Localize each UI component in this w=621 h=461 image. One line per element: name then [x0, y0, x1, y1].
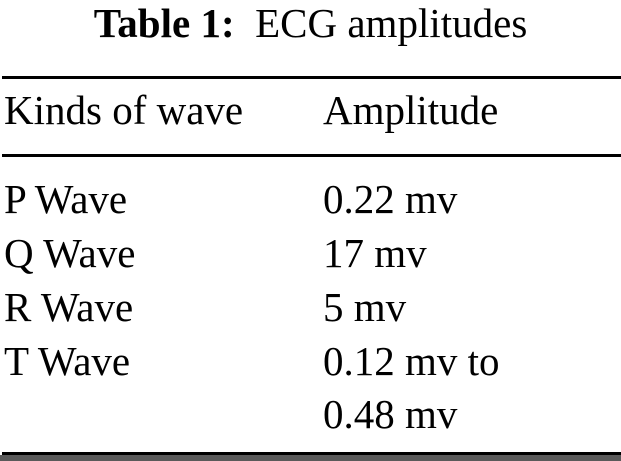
caption-label: Table 1:	[93, 0, 235, 46]
wave-name: Q Wave	[4, 230, 136, 276]
caption-text: ECG amplitudes	[255, 0, 528, 46]
wave-amplitude-continued: 0.48 mv	[323, 391, 458, 437]
table-top-rule	[2, 76, 621, 79]
table-bottom-rule	[2, 452, 621, 455]
wave-name: T Wave	[4, 338, 131, 384]
table-caption: Table 1: ECG amplitudes	[0, 0, 621, 50]
header-kinds-of-wave: Kinds of wave	[4, 87, 244, 133]
wave-amplitude: 17 mv	[323, 230, 427, 276]
header-amplitude: Amplitude	[323, 87, 499, 133]
wave-amplitude: 0.12 mv to	[323, 338, 500, 384]
wave-amplitude: 5 mv	[323, 284, 407, 330]
wave-name: P Wave	[4, 176, 128, 222]
wave-name: R Wave	[4, 284, 134, 330]
wave-amplitude: 0.22 mv	[323, 176, 458, 222]
bottom-border-band	[0, 455, 621, 461]
table-header-rule	[2, 154, 621, 157]
